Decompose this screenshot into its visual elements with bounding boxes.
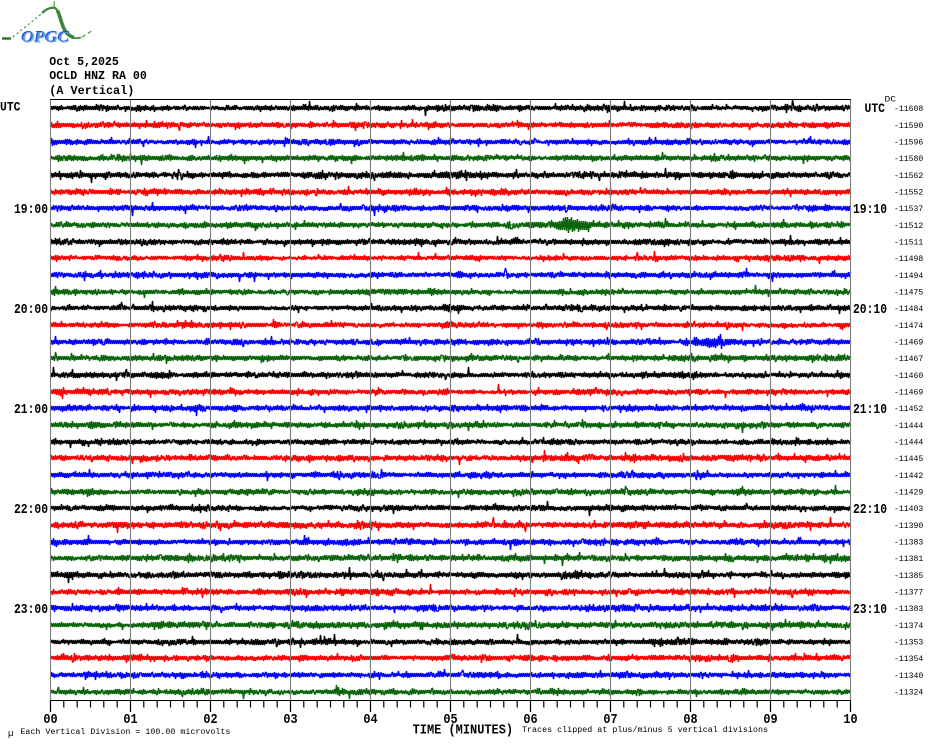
svg-text:02: 02 [203,712,217,728]
svg-text:-11596: -11596 [894,137,923,147]
svg-text:-11340: -11340 [894,671,923,681]
svg-text:µ: µ [8,729,13,739]
svg-text:-11403: -11403 [894,504,923,514]
svg-text:-11552: -11552 [894,187,923,197]
svg-text:10: 10 [843,712,857,728]
svg-text:-11580: -11580 [894,154,923,164]
svg-text:04: 04 [363,712,377,728]
svg-text:20:00: 20:00 [14,302,48,318]
svg-text:03: 03 [283,712,297,728]
svg-text:23:00: 23:00 [14,602,48,618]
svg-text:-11354: -11354 [894,654,923,664]
svg-text:-11475: -11475 [894,287,923,297]
svg-text:21:00: 21:00 [14,402,48,418]
svg-text:-11445: -11445 [894,454,923,464]
svg-text:-11498: -11498 [894,254,923,264]
svg-text:-11474: -11474 [894,321,923,331]
svg-text:OPGC: OPGC [22,30,70,47]
svg-text:-11429: -11429 [894,487,923,497]
svg-text:-11381: -11381 [894,554,923,564]
svg-text:-11590: -11590 [894,121,923,131]
svg-text:OPGC: OPGC [21,29,69,46]
svg-text:-11452: -11452 [894,404,923,414]
svg-text:-11460: -11460 [894,371,923,381]
svg-text:-11442: -11442 [894,471,923,481]
svg-text:09: 09 [763,712,777,728]
svg-text:23:10: 23:10 [853,602,887,618]
svg-text:01: 01 [123,712,137,728]
svg-text:Each Vertical Division = 100.: Each Vertical Division = 100.00 microvol… [20,727,230,737]
svg-text:(A Vertical): (A Vertical) [49,84,134,98]
svg-text:20:10: 20:10 [853,302,887,318]
svg-text:-11444: -11444 [894,421,923,431]
svg-text:06: 06 [523,712,537,728]
svg-text:DC: DC [885,95,897,105]
svg-text:-11469: -11469 [894,387,923,397]
svg-text:05: 05 [443,712,457,728]
svg-text:-11469: -11469 [894,337,923,347]
svg-text:-11467: -11467 [894,354,923,364]
svg-text:-11512: -11512 [894,221,923,231]
svg-text:-11377: -11377 [894,587,923,597]
svg-text:-11383: -11383 [894,604,923,614]
svg-text:00: 00 [43,712,57,728]
svg-text:-11511: -11511 [894,237,923,247]
svg-text:-11537: -11537 [894,204,923,214]
svg-text:UTC: UTC [0,100,21,115]
svg-text:07: 07 [603,712,617,728]
svg-text:-11385: -11385 [894,571,923,581]
svg-text:22:10: 22:10 [853,502,887,518]
svg-text:-11494: -11494 [894,271,923,281]
svg-text:TIME (MINUTES): TIME (MINUTES) [413,724,513,739]
svg-text:-11353: -11353 [894,637,923,647]
svg-text:19:10: 19:10 [853,202,887,218]
svg-text:-11374: -11374 [894,621,923,631]
svg-text:21:10: 21:10 [853,402,887,418]
svg-text:-11608: -11608 [894,104,923,114]
svg-text:UTC: UTC [865,101,886,116]
svg-text:OCLD HNZ RA 00: OCLD HNZ RA 00 [49,69,147,83]
svg-text:-11562: -11562 [894,171,923,181]
svg-text:-11390: -11390 [894,521,923,531]
svg-text:-11383: -11383 [894,537,923,547]
svg-text:19:00: 19:00 [14,202,48,218]
svg-text:-11324: -11324 [894,687,923,697]
svg-text:Oct 5,2025: Oct 5,2025 [49,55,119,69]
svg-text:-11484: -11484 [894,304,923,314]
svg-text:22:00: 22:00 [14,502,48,518]
svg-text:Traces clipped at plus/minus 5: Traces clipped at plus/minus 5 vertical … [522,725,768,735]
svg-text:08: 08 [683,712,697,728]
svg-text:-11444: -11444 [894,437,923,447]
